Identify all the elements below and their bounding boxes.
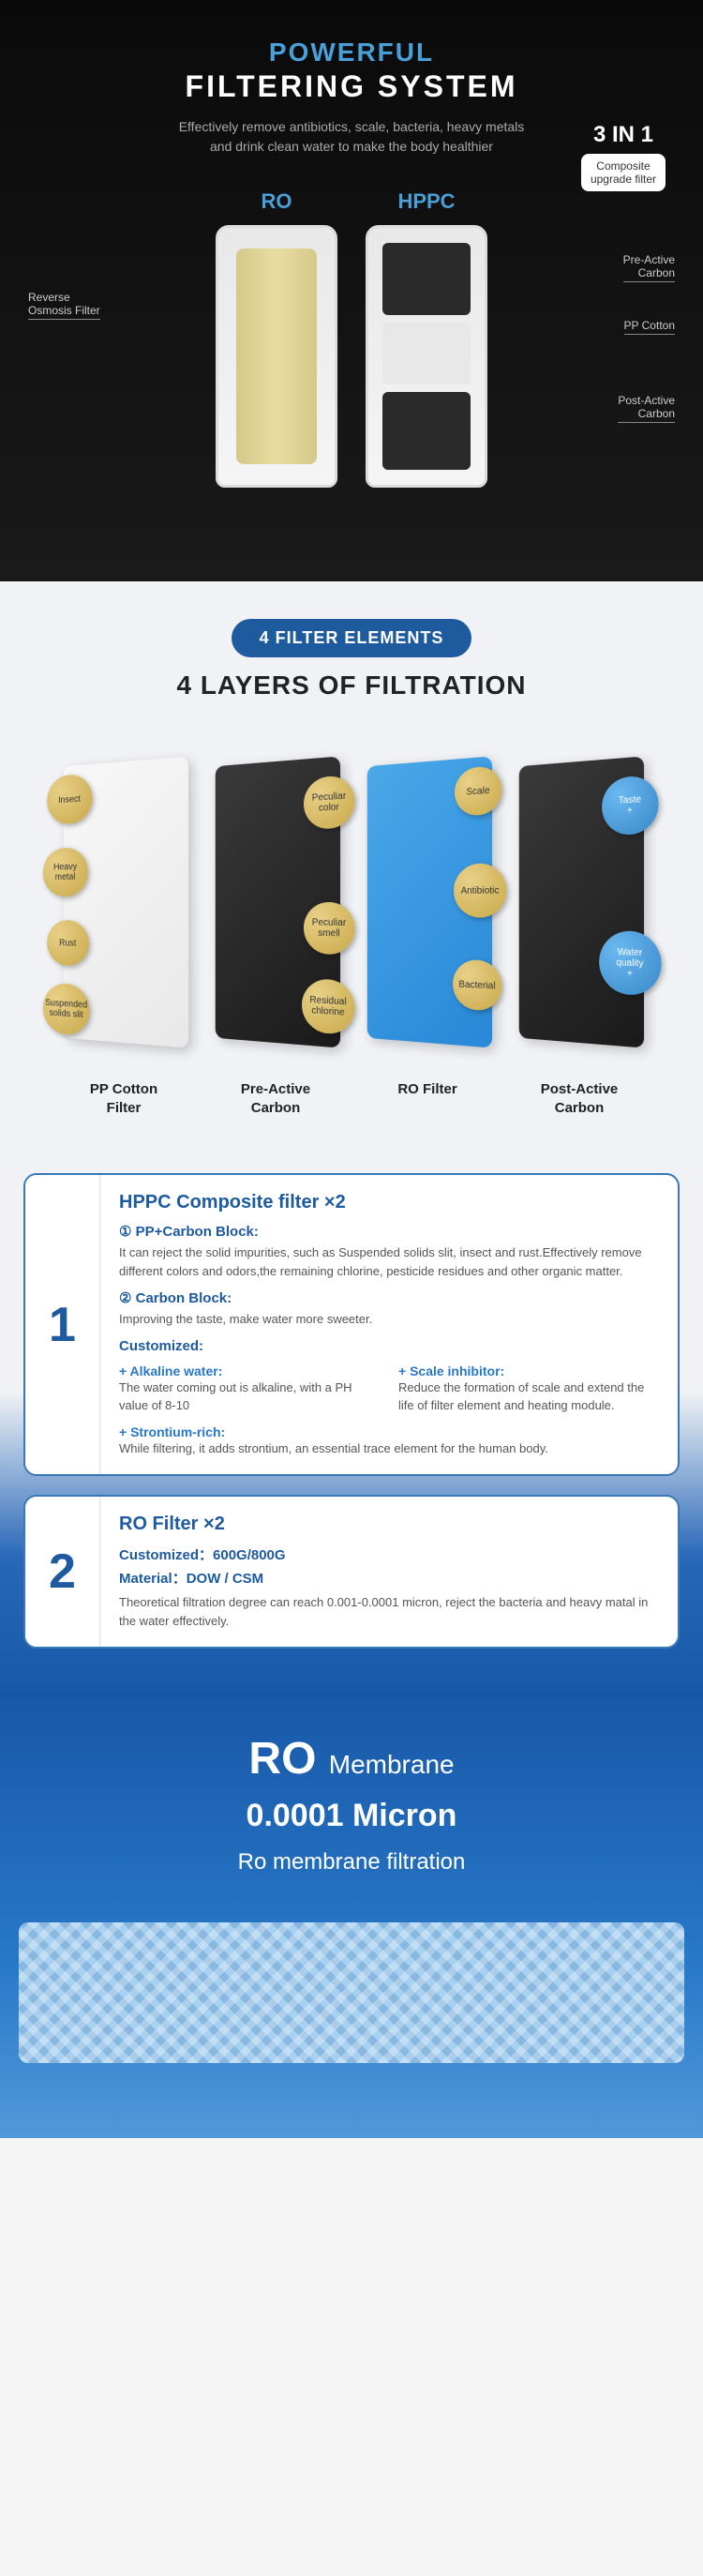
layer-names-row: PP CottonFilter Pre-ActiveCarbon RO Filt… xyxy=(19,1080,684,1117)
filter-hppc-col: HPPC xyxy=(366,189,487,488)
hero-section: POWERFUL FILTERING SYSTEM Effectively re… xyxy=(0,0,703,581)
card1-text1: It can reject the solid impurities, such… xyxy=(119,1243,659,1280)
card1-tag3-text: While filtering, it adds strontium, an e… xyxy=(119,1439,659,1458)
hppc-segment-2 xyxy=(382,323,471,384)
card1-sub1: ① PP+Carbon Block: xyxy=(119,1223,659,1240)
layer-pre-active-carbon: Peculiarcolor Peculiarsmell Residualchlo… xyxy=(216,756,340,1047)
card2-number: 2 xyxy=(25,1497,100,1647)
card2-body: RO Filter ×2 Customized：600G/800G Materi… xyxy=(100,1497,678,1647)
bubble-heavy-metal: Heavymetal xyxy=(43,847,88,896)
ro-title-big: RO xyxy=(248,1734,316,1784)
card1-title: HPPC Composite filter ×2 xyxy=(119,1192,659,1213)
bubble-rust: Rust xyxy=(47,920,89,966)
hero-title-1: POWERFUL xyxy=(28,38,675,68)
card1-tag2-text: Reduce the formation of scale and extend… xyxy=(398,1378,659,1415)
info-card-2: 2 RO Filter ×2 Customized：600G/800G Mate… xyxy=(23,1495,680,1649)
layer-name-3: RO Filter xyxy=(362,1080,493,1117)
layers-section: 4 FILTER ELEMENTS 4 LAYERS OF FILTRATION… xyxy=(0,581,703,1145)
bubble-water-quality: Waterquality+ xyxy=(599,930,662,996)
layer-name-1: PP CottonFilter xyxy=(58,1080,189,1117)
filter-ro-label: RO xyxy=(262,189,292,214)
bubble-bacterial: Bacterial xyxy=(453,959,501,1012)
ro-micron: 0.0001 Micron xyxy=(19,1798,684,1834)
bubble-antibiotic: Antibiotic xyxy=(454,863,507,918)
info-cards-section: 1 HPPC Composite filter ×2 ① PP+Carbon B… xyxy=(0,1145,703,1695)
bubble-peculiar-color: Peculiarcolor xyxy=(304,775,355,830)
hero-subtitle: Effectively remove antibiotics, scale, b… xyxy=(28,117,675,157)
ro-membrane-section: RO Membrane 0.0001 Micron Ro membrane fi… xyxy=(0,1695,703,2138)
layer-name-2: Pre-ActiveCarbon xyxy=(210,1080,341,1117)
card2-line1: Customized：600G/800G xyxy=(119,1544,659,1564)
layer-ro-filter: Scale Antibiotic Bacterial xyxy=(367,756,492,1047)
card1-customized: Customized: xyxy=(119,1338,659,1354)
ro-title: RO Membrane xyxy=(19,1733,684,1785)
bubble-residual-chlorine: Residualchlorine xyxy=(302,978,355,1035)
hero-title-2: FILTERING SYSTEM xyxy=(28,69,675,104)
bubble-insect: Insect xyxy=(47,774,92,825)
filter-ro-cylinder xyxy=(216,225,337,488)
filters-row: RO HPPC xyxy=(28,189,675,488)
badge-3in1: 3 IN 1 Compositeupgrade filter xyxy=(581,122,666,191)
layers-row: Insect Heavymetal Rust Suspendedsolids s… xyxy=(19,743,684,1062)
info-card-1: 1 HPPC Composite filter ×2 ① PP+Carbon B… xyxy=(23,1173,680,1476)
card1-text2: Improving the taste, make water more swe… xyxy=(119,1310,659,1329)
card1-number: 1 xyxy=(25,1175,100,1474)
card1-tag1-text: The water coming out is alkaline, with a… xyxy=(119,1378,380,1415)
hppc-segment-1 xyxy=(382,243,471,315)
card1-body: HPPC Composite filter ×2 ① PP+Carbon Blo… xyxy=(100,1175,678,1474)
card2-title: RO Filter ×2 xyxy=(119,1514,659,1535)
layers-title: 4 LAYERS OF FILTRATION xyxy=(19,670,684,700)
card1-sub2: ② Carbon Block: xyxy=(119,1289,659,1306)
callout-pre-active-carbon: Pre-ActiveCarbon xyxy=(623,253,675,282)
card1-tag1: + Alkaline water: xyxy=(119,1363,380,1378)
callout-post-active-carbon: Post-ActiveCarbon xyxy=(618,394,675,423)
filter-elements-pill: 4 FILTER ELEMENTS xyxy=(232,619,472,657)
badge-box: Compositeupgrade filter xyxy=(581,154,666,191)
callout-reverse-osmosis: ReverseOsmosis Filter xyxy=(28,291,100,320)
bubble-scale: Scale xyxy=(455,765,501,817)
ro-title-small: Membrane xyxy=(329,1750,455,1779)
filter-ro-col: RO xyxy=(216,189,337,488)
filter-hppc-cylinder xyxy=(366,225,487,488)
membrane-graphic xyxy=(19,1922,684,2063)
bubble-peculiar-smell: Peculiarsmell xyxy=(304,902,355,955)
bubble-suspended: Suspendedsolids slit xyxy=(43,983,90,1036)
bubble-taste: Taste+ xyxy=(602,775,658,836)
ro-subtitle: Ro membrane filtration xyxy=(19,1849,684,1876)
layer-pp-cotton: Insect Heavymetal Rust Suspendedsolids s… xyxy=(64,756,188,1047)
card2-line2: Material：DOW / CSM xyxy=(119,1568,659,1588)
callout-pp-cotton: PP Cotton xyxy=(624,319,675,335)
card2-text: Theoretical filtration degree can reach … xyxy=(119,1593,659,1630)
layer-name-4: Post-ActiveCarbon xyxy=(514,1080,645,1117)
card1-tag3: + Strontium-rich: xyxy=(119,1424,659,1439)
badge-title: 3 IN 1 xyxy=(581,122,666,148)
filter-hppc-label: HPPC xyxy=(397,189,455,214)
card1-tag2: + Scale inhibitor: xyxy=(398,1363,659,1378)
hppc-segment-3 xyxy=(382,392,471,469)
layer-post-active-carbon: Taste+ Waterquality+ xyxy=(519,756,644,1047)
